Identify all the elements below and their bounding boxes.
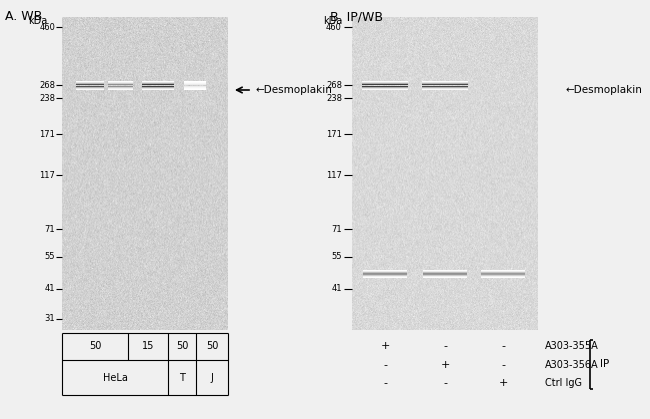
Text: 41: 41 xyxy=(44,284,55,293)
Text: 238: 238 xyxy=(326,94,342,103)
Text: +: + xyxy=(440,360,450,370)
Text: kDa: kDa xyxy=(28,16,47,26)
Text: IP: IP xyxy=(600,359,609,369)
Text: 268: 268 xyxy=(39,81,55,90)
Text: 55: 55 xyxy=(44,252,55,261)
Text: 460: 460 xyxy=(39,23,55,31)
Text: ←Desmoplakin: ←Desmoplakin xyxy=(255,85,332,95)
Text: 117: 117 xyxy=(326,171,342,180)
Text: 55: 55 xyxy=(332,252,342,261)
Text: 71: 71 xyxy=(44,225,55,234)
Text: 50: 50 xyxy=(176,341,188,351)
Text: -: - xyxy=(443,341,447,351)
Text: 117: 117 xyxy=(39,171,55,180)
Bar xyxy=(352,18,538,330)
Text: Ctrl IgG: Ctrl IgG xyxy=(545,378,582,388)
Text: -: - xyxy=(383,378,387,388)
Text: 171: 171 xyxy=(326,129,342,139)
Text: -: - xyxy=(443,378,447,388)
Text: -: - xyxy=(501,360,505,370)
Text: B. IP/WB: B. IP/WB xyxy=(330,10,383,23)
Text: A303-356A: A303-356A xyxy=(545,360,599,370)
Text: 15: 15 xyxy=(142,341,154,351)
Text: 171: 171 xyxy=(39,129,55,139)
Text: HeLa: HeLa xyxy=(103,373,127,383)
Text: 71: 71 xyxy=(332,225,342,234)
Text: +: + xyxy=(499,378,508,388)
Text: 50: 50 xyxy=(206,341,218,351)
Text: -: - xyxy=(501,341,505,351)
Text: 41: 41 xyxy=(332,284,342,293)
Text: +: + xyxy=(380,341,390,351)
Text: 238: 238 xyxy=(39,94,55,103)
Text: ←Desmoplakin: ←Desmoplakin xyxy=(565,85,642,95)
Text: J: J xyxy=(211,373,213,383)
Text: T: T xyxy=(179,373,185,383)
Text: 31: 31 xyxy=(44,314,55,323)
Text: 50: 50 xyxy=(89,341,101,351)
Text: kDa: kDa xyxy=(323,16,343,26)
Text: 268: 268 xyxy=(326,81,342,90)
Bar xyxy=(62,18,228,330)
Text: A303-355A: A303-355A xyxy=(545,341,599,351)
Text: A. WB: A. WB xyxy=(5,10,42,23)
Text: -: - xyxy=(383,360,387,370)
Text: 460: 460 xyxy=(326,23,342,31)
